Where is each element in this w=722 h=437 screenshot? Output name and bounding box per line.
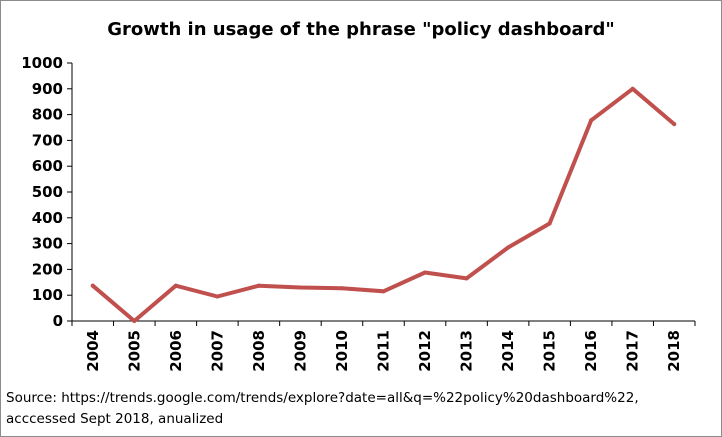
y-tick-label: 800 bbox=[32, 106, 63, 124]
y-tick-label: 1000 bbox=[21, 54, 63, 72]
data-point bbox=[464, 276, 469, 281]
x-tick-label: 2007 bbox=[208, 330, 226, 372]
data-point bbox=[547, 221, 552, 226]
data-point bbox=[132, 319, 137, 323]
source-note-line-2: acccessed Sept 2018, anualized bbox=[6, 411, 224, 427]
y-tick-label: 400 bbox=[32, 209, 63, 227]
data-point bbox=[215, 294, 220, 299]
source-note-line-1: Source: https://trends.google.com/trends… bbox=[6, 390, 639, 406]
data-point bbox=[506, 245, 511, 250]
data-point bbox=[90, 283, 95, 288]
data-point bbox=[589, 118, 594, 123]
x-tick-label: 2004 bbox=[84, 330, 102, 372]
x-tick-label: 2009 bbox=[291, 330, 309, 372]
y-tick-label: 200 bbox=[32, 260, 63, 278]
x-tick-label: 2008 bbox=[250, 330, 268, 372]
data-point bbox=[256, 283, 261, 288]
y-tick-label: 900 bbox=[32, 80, 63, 98]
data-point bbox=[381, 289, 386, 294]
x-tick-label: 2011 bbox=[375, 330, 393, 372]
data-point bbox=[339, 286, 344, 291]
y-tick-label: 600 bbox=[32, 157, 63, 175]
data-point bbox=[672, 122, 677, 127]
y-tick-label: 700 bbox=[32, 131, 63, 149]
series-line-1 bbox=[90, 86, 677, 323]
x-tick-label: 2017 bbox=[624, 330, 642, 372]
chart-title: Growth in usage of the phrase "policy da… bbox=[107, 19, 615, 40]
x-tick-label: 2014 bbox=[499, 330, 517, 372]
y-tick-label: 100 bbox=[32, 286, 63, 304]
data-point bbox=[298, 285, 303, 290]
series bbox=[90, 86, 677, 323]
data-point bbox=[173, 283, 178, 288]
source-note: Source: https://trends.google.com/trends… bbox=[6, 388, 718, 430]
x-tick-labels: 2004 2005 2006 2007 2008 2009 2010 2011 2012 2013… bbox=[84, 330, 683, 372]
x-tick-label: 2016 bbox=[582, 330, 600, 372]
x-tick-label: 2006 bbox=[167, 330, 185, 372]
y-tick-label: 0 bbox=[53, 312, 63, 330]
data-point bbox=[630, 86, 635, 91]
x-tick-label: 2013 bbox=[458, 330, 476, 372]
y-tick-label: 500 bbox=[32, 183, 63, 201]
axes bbox=[67, 62, 696, 326]
x-tick-label: 2018 bbox=[665, 330, 683, 372]
x-tick-label: 2005 bbox=[125, 330, 143, 372]
x-tick-label: 2015 bbox=[541, 330, 559, 372]
y-tick-labels: 0 100 200 300 400 500 600 700 800 900 1000 bbox=[21, 54, 63, 330]
data-point bbox=[423, 270, 428, 275]
x-tick-label: 2010 bbox=[333, 330, 351, 372]
y-tick-label: 300 bbox=[32, 235, 63, 253]
x-tick-label: 2012 bbox=[416, 330, 434, 372]
